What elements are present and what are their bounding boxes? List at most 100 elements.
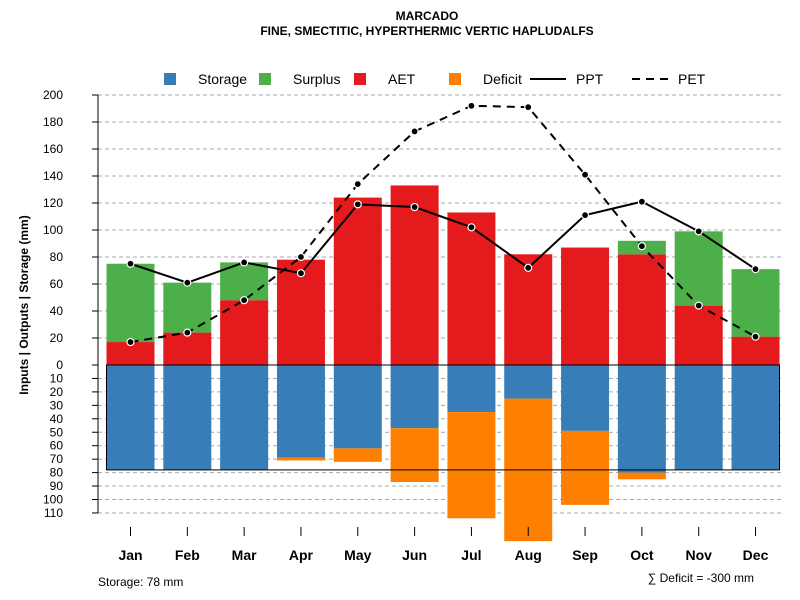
ppt-point: [183, 278, 192, 287]
ppt-point: [694, 227, 703, 236]
pet-point: [240, 296, 249, 305]
axes: 0204060801001201401601802001020304050607…: [43, 88, 769, 563]
pet-point: [183, 328, 192, 337]
surplus-bar: [163, 282, 212, 333]
storage-bar: [163, 365, 212, 470]
pet-line: [130, 104, 756, 344]
y-tick-label: 100: [43, 223, 63, 237]
y-tick-label: 10: [50, 371, 64, 385]
storage-bar: [106, 365, 155, 470]
x-tick-label: Jul: [461, 547, 481, 563]
deficit-bar: [333, 448, 382, 462]
ppt-point: [751, 265, 760, 274]
deficit-bar: [276, 457, 325, 461]
legend-swatch-deficit: [449, 73, 461, 85]
legend-label-deficit: Deficit: [483, 71, 522, 87]
storage-bar: [561, 365, 610, 431]
gridlines: [98, 94, 784, 514]
pet-point: [126, 337, 135, 347]
deficit-bar: [561, 430, 610, 505]
y-axis-label: Inputs | Outputs | Storage (mm): [17, 215, 31, 394]
surplus-bar: [674, 231, 723, 306]
chart-title: MARCADO: [396, 9, 459, 23]
pet-point: [751, 332, 760, 341]
legend-label-pet: PET: [678, 71, 706, 87]
x-tick-label: May: [344, 547, 371, 563]
y-tick-label: 200: [43, 88, 63, 102]
storage-bar: [220, 365, 269, 470]
legend-label-ppt: PPT: [576, 71, 604, 87]
pet-point: [353, 180, 362, 189]
storage-bar: [333, 365, 382, 449]
ppt-line: [130, 200, 757, 284]
y-tick-label: 60: [50, 439, 64, 453]
ppt-point: [296, 269, 306, 278]
x-tick-label: Feb: [175, 547, 200, 563]
deficit-bar: [447, 412, 496, 519]
ppt-point: [580, 211, 590, 220]
storage-bar: [504, 365, 553, 399]
pet-point: [410, 127, 419, 136]
x-tick-label: Sep: [572, 547, 598, 563]
x-tick-label: Jun: [402, 547, 427, 563]
y-tick-label: 60: [50, 277, 64, 291]
deficit-bar: [390, 428, 439, 483]
y-tick-label: 120: [43, 196, 63, 210]
ppt-point: [126, 259, 135, 268]
legend-swatch-aet: [354, 73, 366, 85]
aet-bar: [504, 254, 553, 365]
aet-bar: [561, 247, 610, 365]
y-tick-label: 90: [50, 479, 64, 493]
storage-bar: [731, 365, 780, 470]
ppt-point: [467, 223, 476, 232]
x-tick-label: Apr: [289, 547, 314, 563]
aet-bar: [617, 254, 666, 365]
legend-label-surplus: Surplus: [293, 71, 340, 87]
y-tick-label: 180: [43, 115, 63, 129]
storage-bar: [390, 365, 439, 429]
x-tick-label: Oct: [630, 547, 654, 563]
chart-subtitle: FINE, SMECTITIC, HYPERTHERMIC VERTIC HAP…: [260, 24, 593, 38]
storage-bar: [276, 365, 325, 458]
x-tick-label: Dec: [743, 547, 769, 563]
aet-bar: [106, 342, 155, 365]
pet-point: [580, 170, 590, 179]
ppt-point: [524, 263, 533, 272]
pet-point: [637, 242, 646, 251]
x-tick-label: Jan: [118, 547, 142, 563]
y-tick-label: 70: [50, 452, 64, 466]
legend-swatch-storage: [164, 73, 176, 85]
pet-point: [694, 301, 703, 310]
series-lines: [126, 101, 760, 347]
y-tick-label: 100: [43, 493, 63, 507]
x-tick-label: Mar: [232, 547, 257, 563]
deficit-note: ∑ Deficit = -300 mm: [648, 571, 754, 585]
aet-bar: [163, 332, 212, 365]
ppt-point: [353, 200, 362, 209]
storage-bar: [617, 365, 666, 473]
aet-bar: [447, 212, 496, 365]
legend-label-storage: Storage: [198, 71, 247, 87]
aet-bar: [333, 197, 382, 365]
y-tick-label: 30: [50, 398, 64, 412]
pet-point: [524, 103, 533, 112]
legend-swatch-surplus: [259, 73, 271, 85]
legend-label-aet: AET: [388, 71, 416, 87]
y-tick-label: 160: [43, 142, 63, 156]
ppt-point: [637, 197, 646, 206]
x-tick-label: Nov: [685, 547, 712, 563]
y-tick-label: 40: [50, 412, 64, 426]
storage-bar: [674, 365, 723, 470]
storage-bar: [447, 365, 496, 413]
surplus-bar: [731, 269, 780, 337]
storage-capacity-box: [106, 364, 781, 471]
y-tick-label: 110: [44, 506, 63, 520]
surplus-bar: [106, 263, 155, 343]
y-tick-label: 40: [50, 304, 64, 318]
aet-bar: [674, 305, 723, 365]
aet-bar: [390, 185, 439, 365]
y-tick-label: 50: [50, 425, 64, 439]
deficit-bar: [617, 472, 666, 480]
storage-frame: [106, 364, 781, 471]
y-tick-label: 0: [56, 358, 63, 372]
